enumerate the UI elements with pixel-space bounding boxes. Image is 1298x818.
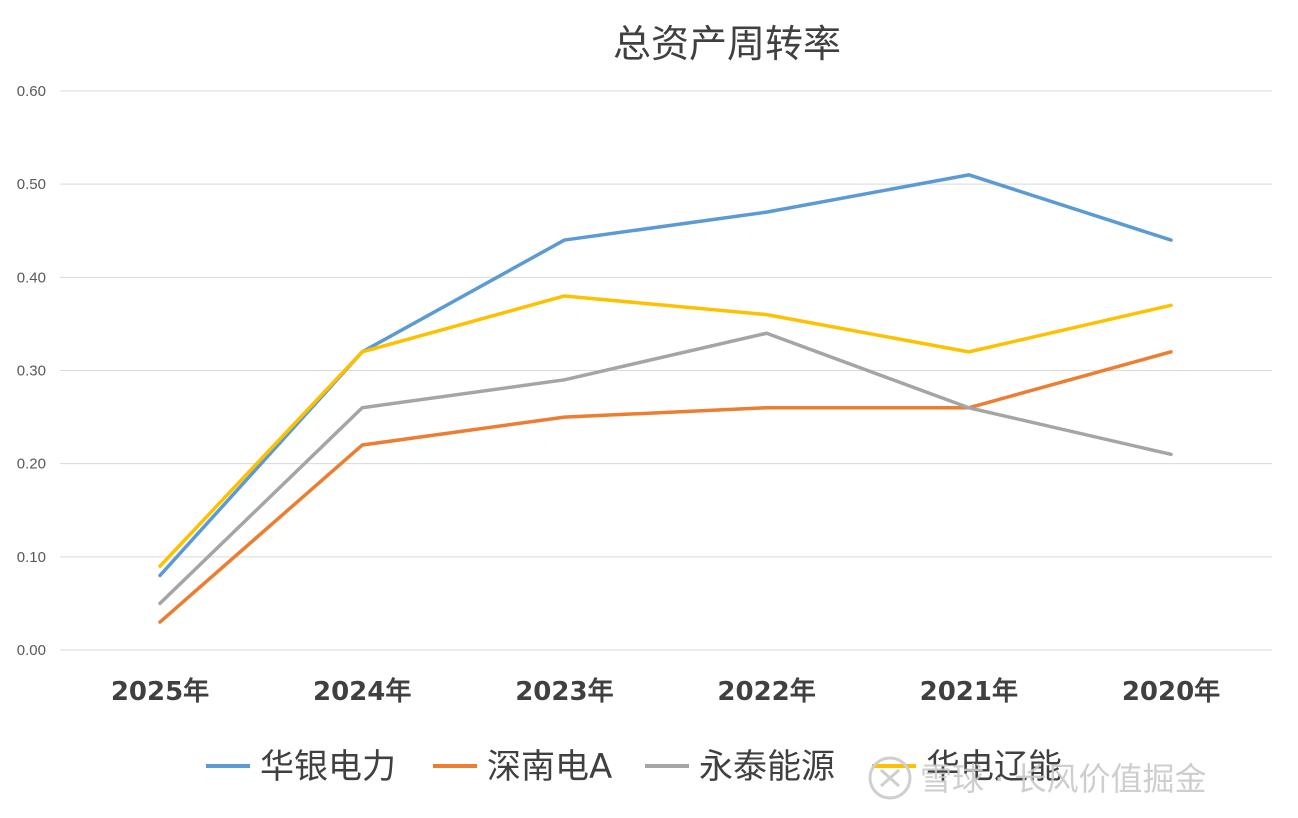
data-point <box>1169 303 1173 307</box>
legend-item: 华银电力 <box>206 747 396 787</box>
watermark-text: 雪球 · 长风价值掘金 <box>920 760 1207 798</box>
legend-label: 华银电力 <box>260 747 396 787</box>
data-point <box>562 415 566 419</box>
y-tick-label: 0.30 <box>17 363 46 380</box>
data-point <box>158 620 162 624</box>
series-line-3 <box>158 331 1173 606</box>
x-axis-ticks: 2025年 2024年 2023年 2022年 2021年 2020年 <box>111 676 1220 707</box>
data-point <box>158 573 162 577</box>
watermark: 雪球 · 长风价值掘金 <box>868 756 1207 800</box>
x-tick-label: 2021年 <box>920 676 1018 707</box>
legend-label: 华电辽能 <box>926 747 1062 787</box>
series-line-4 <box>158 294 1173 568</box>
x-tick-label: 2024年 <box>313 676 411 707</box>
y-tick-label: 0.40 <box>17 269 46 286</box>
x-tick-label: 2020年 <box>1122 676 1220 707</box>
chart-title: 总资产周转率 <box>613 22 841 66</box>
data-point <box>562 378 566 382</box>
data-point <box>1169 452 1173 456</box>
snowball-logo-icon <box>868 756 912 800</box>
data-point <box>967 350 971 354</box>
series-line-2 <box>158 350 1173 624</box>
x-tick-label: 2022年 <box>717 676 815 707</box>
data-point <box>360 350 364 354</box>
legend-item: 深南电A <box>433 747 612 787</box>
y-axis-ticks: 0.00 0.10 0.20 0.30 0.40 0.50 0.60 <box>17 83 46 659</box>
legend-label: 深南电A <box>487 747 612 787</box>
data-point <box>765 313 769 317</box>
y-tick-label: 0.60 <box>17 83 46 100</box>
x-tick-label: 2025年 <box>111 676 209 707</box>
data-point <box>158 601 162 605</box>
data-point <box>1169 238 1173 242</box>
data-point <box>158 564 162 568</box>
legend-item: 永泰能源 <box>645 747 835 787</box>
data-point <box>765 331 769 335</box>
data-point <box>360 443 364 447</box>
gridlines <box>60 90 1272 651</box>
y-tick-label: 0.00 <box>17 642 46 659</box>
y-tick-label: 0.10 <box>17 549 46 566</box>
data-point <box>967 406 971 410</box>
series-line-1 <box>158 173 1173 578</box>
series-lines <box>158 173 1173 624</box>
x-tick-label: 2023年 <box>515 676 613 707</box>
data-point <box>765 210 769 214</box>
legend-item: 华电辽能 <box>872 747 1062 787</box>
data-point <box>1169 350 1173 354</box>
legend: 华银电力 深南电A 永泰能源 华电辽能 <box>206 747 1062 787</box>
data-point <box>562 294 566 298</box>
data-point <box>765 406 769 410</box>
legend-label: 永泰能源 <box>699 747 835 787</box>
y-tick-label: 0.50 <box>17 176 46 193</box>
data-point <box>360 406 364 410</box>
data-point <box>967 173 971 177</box>
data-point <box>562 238 566 242</box>
y-tick-label: 0.20 <box>17 456 46 473</box>
